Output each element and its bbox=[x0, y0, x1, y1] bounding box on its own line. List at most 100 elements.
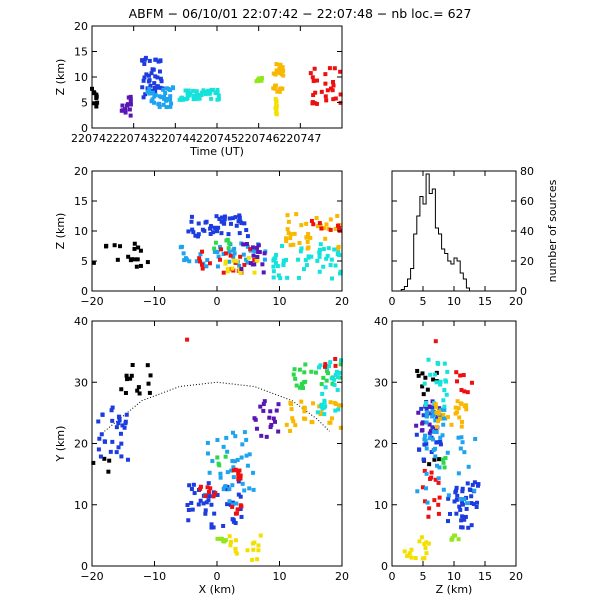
source-point bbox=[241, 242, 246, 247]
source-point bbox=[336, 375, 341, 380]
source-point bbox=[189, 487, 194, 492]
source-point bbox=[215, 89, 220, 94]
source-point bbox=[132, 246, 137, 251]
source-point bbox=[434, 440, 439, 445]
xz-panel: −20 −10 0 10 20 0 5 10 15 20 Z (km) bbox=[54, 165, 349, 308]
source-point bbox=[221, 523, 226, 528]
source-point bbox=[159, 79, 164, 84]
source-point bbox=[434, 430, 439, 435]
source-point bbox=[143, 92, 148, 97]
source-point bbox=[441, 398, 446, 403]
y-tick-label: 20 bbox=[74, 20, 88, 33]
source-point bbox=[164, 105, 169, 110]
source-point bbox=[459, 387, 464, 392]
source-point bbox=[197, 256, 202, 261]
x-tick-label: 15 bbox=[478, 295, 492, 308]
source-point bbox=[153, 89, 158, 94]
source-point bbox=[244, 453, 249, 458]
source-point bbox=[420, 556, 425, 561]
source-point bbox=[323, 362, 328, 367]
source-point bbox=[252, 270, 257, 275]
source-point bbox=[335, 387, 340, 392]
x-tick-label: 10 bbox=[273, 295, 287, 308]
source-point bbox=[127, 107, 132, 112]
source-point bbox=[211, 494, 216, 499]
source-point bbox=[252, 262, 257, 267]
source-point bbox=[310, 420, 315, 425]
source-point bbox=[317, 365, 322, 370]
source-point bbox=[231, 254, 236, 259]
source-point bbox=[135, 388, 140, 393]
y-tick-label: 40 bbox=[374, 315, 388, 328]
source-point bbox=[323, 236, 328, 241]
source-point bbox=[273, 256, 278, 261]
source-point bbox=[455, 493, 460, 498]
source-point bbox=[440, 433, 445, 438]
y-axis-label: Y (km) bbox=[54, 426, 67, 463]
x-tick-label: 0 bbox=[214, 570, 221, 583]
source-point bbox=[436, 411, 441, 416]
source-point bbox=[107, 458, 112, 463]
source-point bbox=[251, 470, 256, 475]
source-point bbox=[205, 258, 210, 263]
source-point bbox=[297, 367, 302, 372]
source-point bbox=[123, 390, 128, 395]
source-point bbox=[324, 256, 329, 261]
source-point bbox=[271, 264, 276, 269]
source-point bbox=[419, 406, 424, 411]
source-point bbox=[302, 405, 307, 410]
source-point bbox=[311, 222, 316, 227]
source-point bbox=[427, 436, 432, 441]
source-point bbox=[248, 247, 253, 252]
source-point bbox=[133, 257, 138, 262]
source-point bbox=[190, 227, 195, 232]
source-point bbox=[225, 502, 230, 507]
source-point bbox=[330, 276, 335, 281]
source-point bbox=[123, 110, 128, 115]
source-point bbox=[440, 457, 445, 462]
source-point bbox=[285, 213, 290, 218]
source-point bbox=[312, 66, 317, 71]
source-point bbox=[197, 96, 202, 101]
source-point bbox=[417, 447, 422, 452]
source-point bbox=[288, 232, 293, 237]
source-point bbox=[427, 506, 432, 511]
source-point bbox=[120, 103, 125, 108]
source-point bbox=[420, 384, 425, 389]
source-point bbox=[157, 104, 162, 109]
source-point bbox=[415, 368, 420, 373]
source-point bbox=[434, 380, 439, 385]
source-point bbox=[194, 259, 199, 264]
source-point bbox=[110, 439, 115, 444]
source-point bbox=[238, 254, 243, 259]
source-point bbox=[236, 477, 241, 482]
source-point bbox=[168, 104, 173, 109]
source-point bbox=[198, 252, 203, 257]
source-point bbox=[168, 94, 173, 99]
source-point bbox=[177, 97, 182, 102]
source-point bbox=[189, 219, 194, 224]
source-point bbox=[242, 221, 247, 226]
source-point bbox=[441, 487, 446, 492]
source-point bbox=[146, 381, 151, 386]
source-point bbox=[333, 96, 338, 101]
source-point bbox=[278, 62, 283, 67]
source-point bbox=[280, 65, 285, 70]
source-point bbox=[293, 376, 298, 381]
source-point bbox=[142, 61, 147, 66]
source-point bbox=[327, 66, 332, 71]
y-tick-label: 5 bbox=[81, 97, 88, 110]
source-point bbox=[433, 418, 438, 423]
source-point bbox=[97, 436, 102, 441]
source-point bbox=[239, 221, 244, 226]
source-point bbox=[288, 236, 293, 241]
source-point bbox=[427, 404, 432, 409]
source-point bbox=[283, 257, 288, 262]
source-point bbox=[296, 257, 301, 262]
source-point bbox=[117, 415, 122, 420]
source-point bbox=[277, 89, 282, 94]
source-point bbox=[227, 259, 232, 264]
source-point bbox=[229, 468, 234, 473]
source-point bbox=[269, 422, 274, 427]
source-point bbox=[254, 79, 259, 84]
